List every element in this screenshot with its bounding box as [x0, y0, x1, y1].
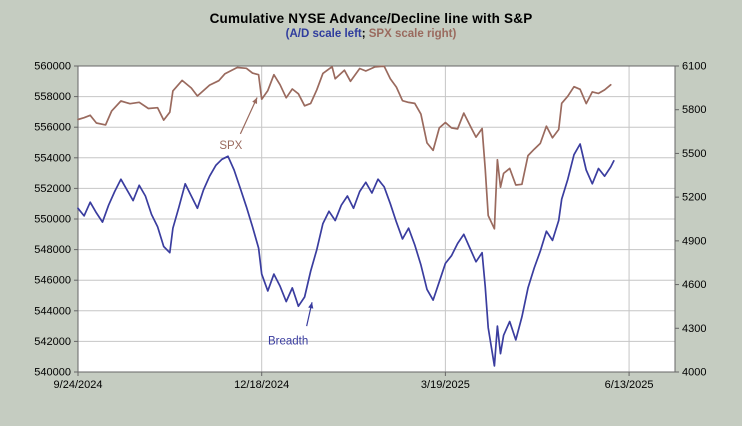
subtitle-part: A/D scale left — [289, 28, 362, 40]
spx-series-line — [77, 65, 612, 230]
x-axis-tick-label: 6/13/2025 — [605, 379, 654, 391]
left-axis-tick-label: 560000 — [34, 61, 71, 73]
chart-subtitle: (A/D scale left; SPX scale right) — [0, 28, 742, 40]
spx-label-annotation: SPX — [219, 97, 258, 152]
right-axis-tick-label: 5200 — [682, 192, 706, 204]
breadth-label-annotation: Breadth — [268, 302, 314, 347]
chart-title: Cumulative NYSE Advance/Decline line wit… — [209, 11, 533, 26]
breadth-series-line — [77, 143, 615, 367]
right-axis-tick-label: 4900 — [682, 235, 706, 247]
left-axis-tick-label: 546000 — [34, 275, 71, 287]
right-axis-tick-label: 6100 — [682, 61, 706, 73]
subtitle-part: ) — [452, 28, 457, 40]
subtitle-part: ; — [361, 28, 369, 40]
x-axis-tick-label: 3/19/2025 — [421, 379, 470, 391]
right-axis-tick-label: 4600 — [682, 279, 706, 291]
subtitle-part: ( — [285, 28, 290, 40]
subtitle-part: SPX scale right — [368, 28, 453, 40]
x-axis-tick-label: 9/24/2024 — [54, 379, 103, 391]
right-axis-tick-label: 4000 — [682, 367, 706, 379]
left-axis-tick-label: 548000 — [34, 244, 71, 256]
left-axis-tick-label: 542000 — [34, 336, 71, 348]
left-axis-tick-label: 544000 — [34, 305, 71, 317]
right-axis-tick-label: 5500 — [682, 148, 706, 160]
breadth-label: Breadth — [268, 335, 308, 347]
left-axis-tick-label: 552000 — [34, 183, 71, 195]
left-axis-tick-label: 554000 — [34, 152, 71, 164]
left-axis-tick-label: 556000 — [34, 122, 71, 134]
left-axis-tick-label: 550000 — [34, 214, 71, 226]
spx-label-arrowhead — [252, 97, 258, 105]
left-axis-tick-label: 558000 — [34, 91, 71, 103]
left-axis-tick-label: 540000 — [34, 367, 71, 379]
spx-label-arrow-line — [239, 97, 258, 135]
right-axis-tick-label: 5800 — [682, 104, 706, 116]
breadth-label-arrowhead — [308, 302, 314, 309]
axis-labels: 540000 542000 544000 546000 548000 550000 5520… — [34, 61, 706, 392]
spx-label: SPX — [219, 140, 242, 152]
right-axis-tick-label: 4300 — [682, 323, 706, 335]
x-axis-tick-label: 12/18/2024 — [234, 379, 289, 391]
